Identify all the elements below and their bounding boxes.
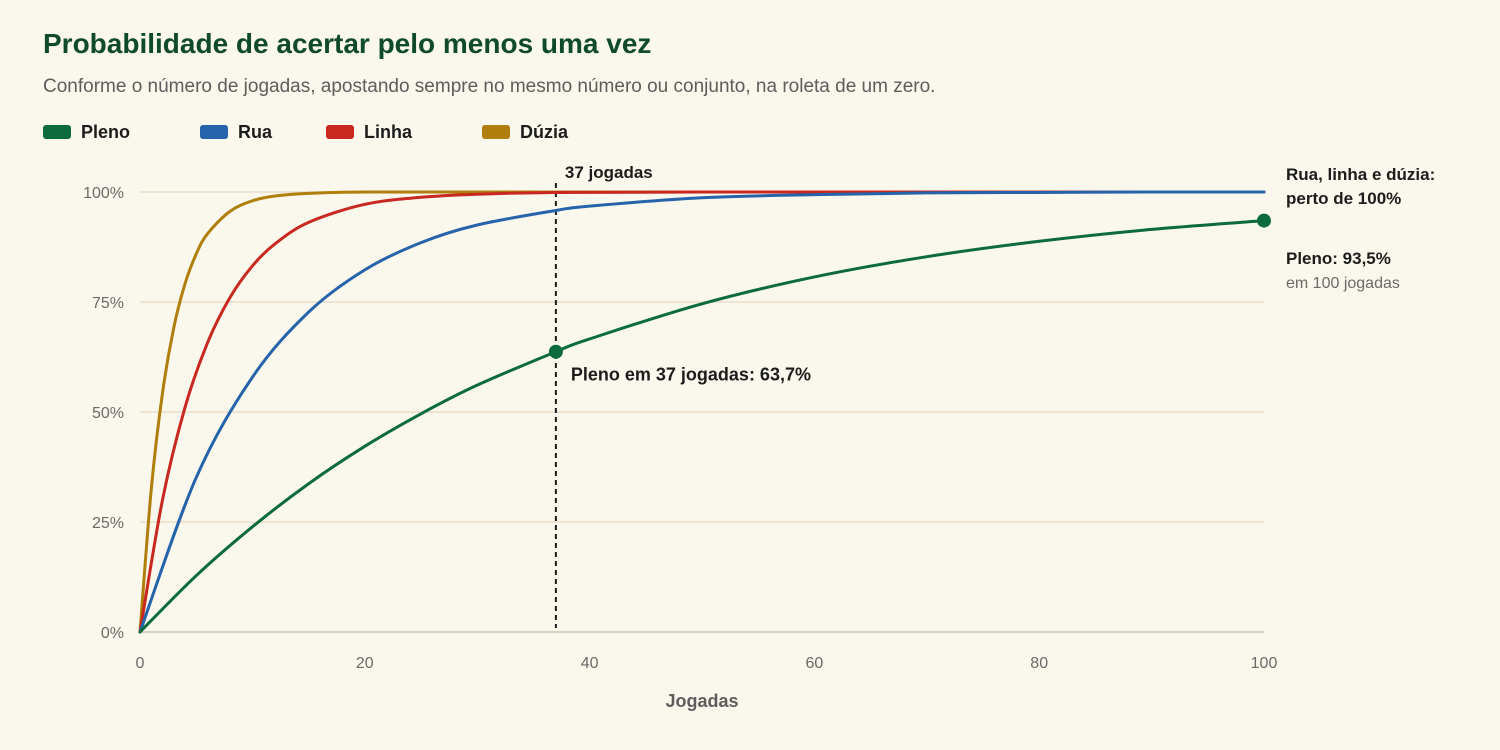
x-tick-label: 0: [136, 655, 145, 672]
y-tick-label: 0%: [101, 625, 124, 642]
legend-item-rua: Rua: [200, 122, 326, 143]
x-tick-label: 80: [1030, 655, 1048, 672]
series-line-rua: [138, 190, 1266, 634]
legend-label-rua: Rua: [238, 121, 273, 142]
chart-title: Probabilidade de acertar pelo menos uma …: [43, 28, 652, 59]
x-axis-ticks: 0 20 40 60 80 100: [136, 655, 1278, 672]
y-tick-label: 25%: [92, 515, 124, 532]
pleno-37-label: Pleno em 37 jogadas: 63,7%: [571, 365, 811, 385]
grid-lines: [140, 191, 1264, 633]
x-axis-label: Jogadas: [665, 691, 738, 711]
legend-label-pleno: Pleno: [81, 121, 131, 142]
y-tick-label: 75%: [92, 295, 124, 312]
annotation-pleno-end-title: Pleno: 93,5%: [1286, 249, 1391, 268]
x-tick-label: 40: [581, 655, 599, 672]
annotation-near-100-line2: perto de 100%: [1286, 189, 1401, 208]
reference-line-label: 37 jogadas: [565, 163, 653, 182]
legend-item-linha: Linha: [326, 122, 482, 143]
y-tick-label: 50%: [92, 405, 124, 422]
highlight-point-0: [548, 344, 563, 359]
legend: Pleno Rua Linha Dúzia: [43, 120, 568, 144]
x-tick-label: 60: [806, 655, 824, 672]
legend-swatch-duzia: [482, 125, 510, 139]
legend-label-linha: Linha: [364, 121, 412, 142]
legend-item-pleno: Pleno: [43, 122, 200, 143]
legend-swatch-rua: [200, 125, 228, 139]
highlight-point-1: [1257, 213, 1271, 228]
y-tick-label: 100%: [83, 185, 124, 202]
legend-label-duzia: Dúzia: [520, 121, 569, 142]
legend-swatch-pleno: [43, 125, 71, 139]
annotation-near-100-line1: Rua, linha e dúzia:: [1286, 165, 1435, 184]
series-line-pleno: [138, 219, 1266, 634]
annotation-pleno-end-sub: em 100 jogadas: [1286, 275, 1400, 292]
x-tick-label: 100: [1251, 655, 1278, 672]
chart-subtitle: Conforme o número de jogadas, apostando …: [43, 76, 936, 97]
legend-swatch-linha: [326, 125, 354, 139]
y-axis-ticks: 0% 25% 50% 75% 100%: [83, 185, 124, 642]
series-lines: [138, 190, 1266, 634]
legend-item-duzia: Dúzia: [482, 122, 568, 143]
highlight-points: [548, 213, 1271, 359]
x-tick-label: 20: [356, 655, 374, 672]
series-line-linha: [138, 190, 1266, 634]
